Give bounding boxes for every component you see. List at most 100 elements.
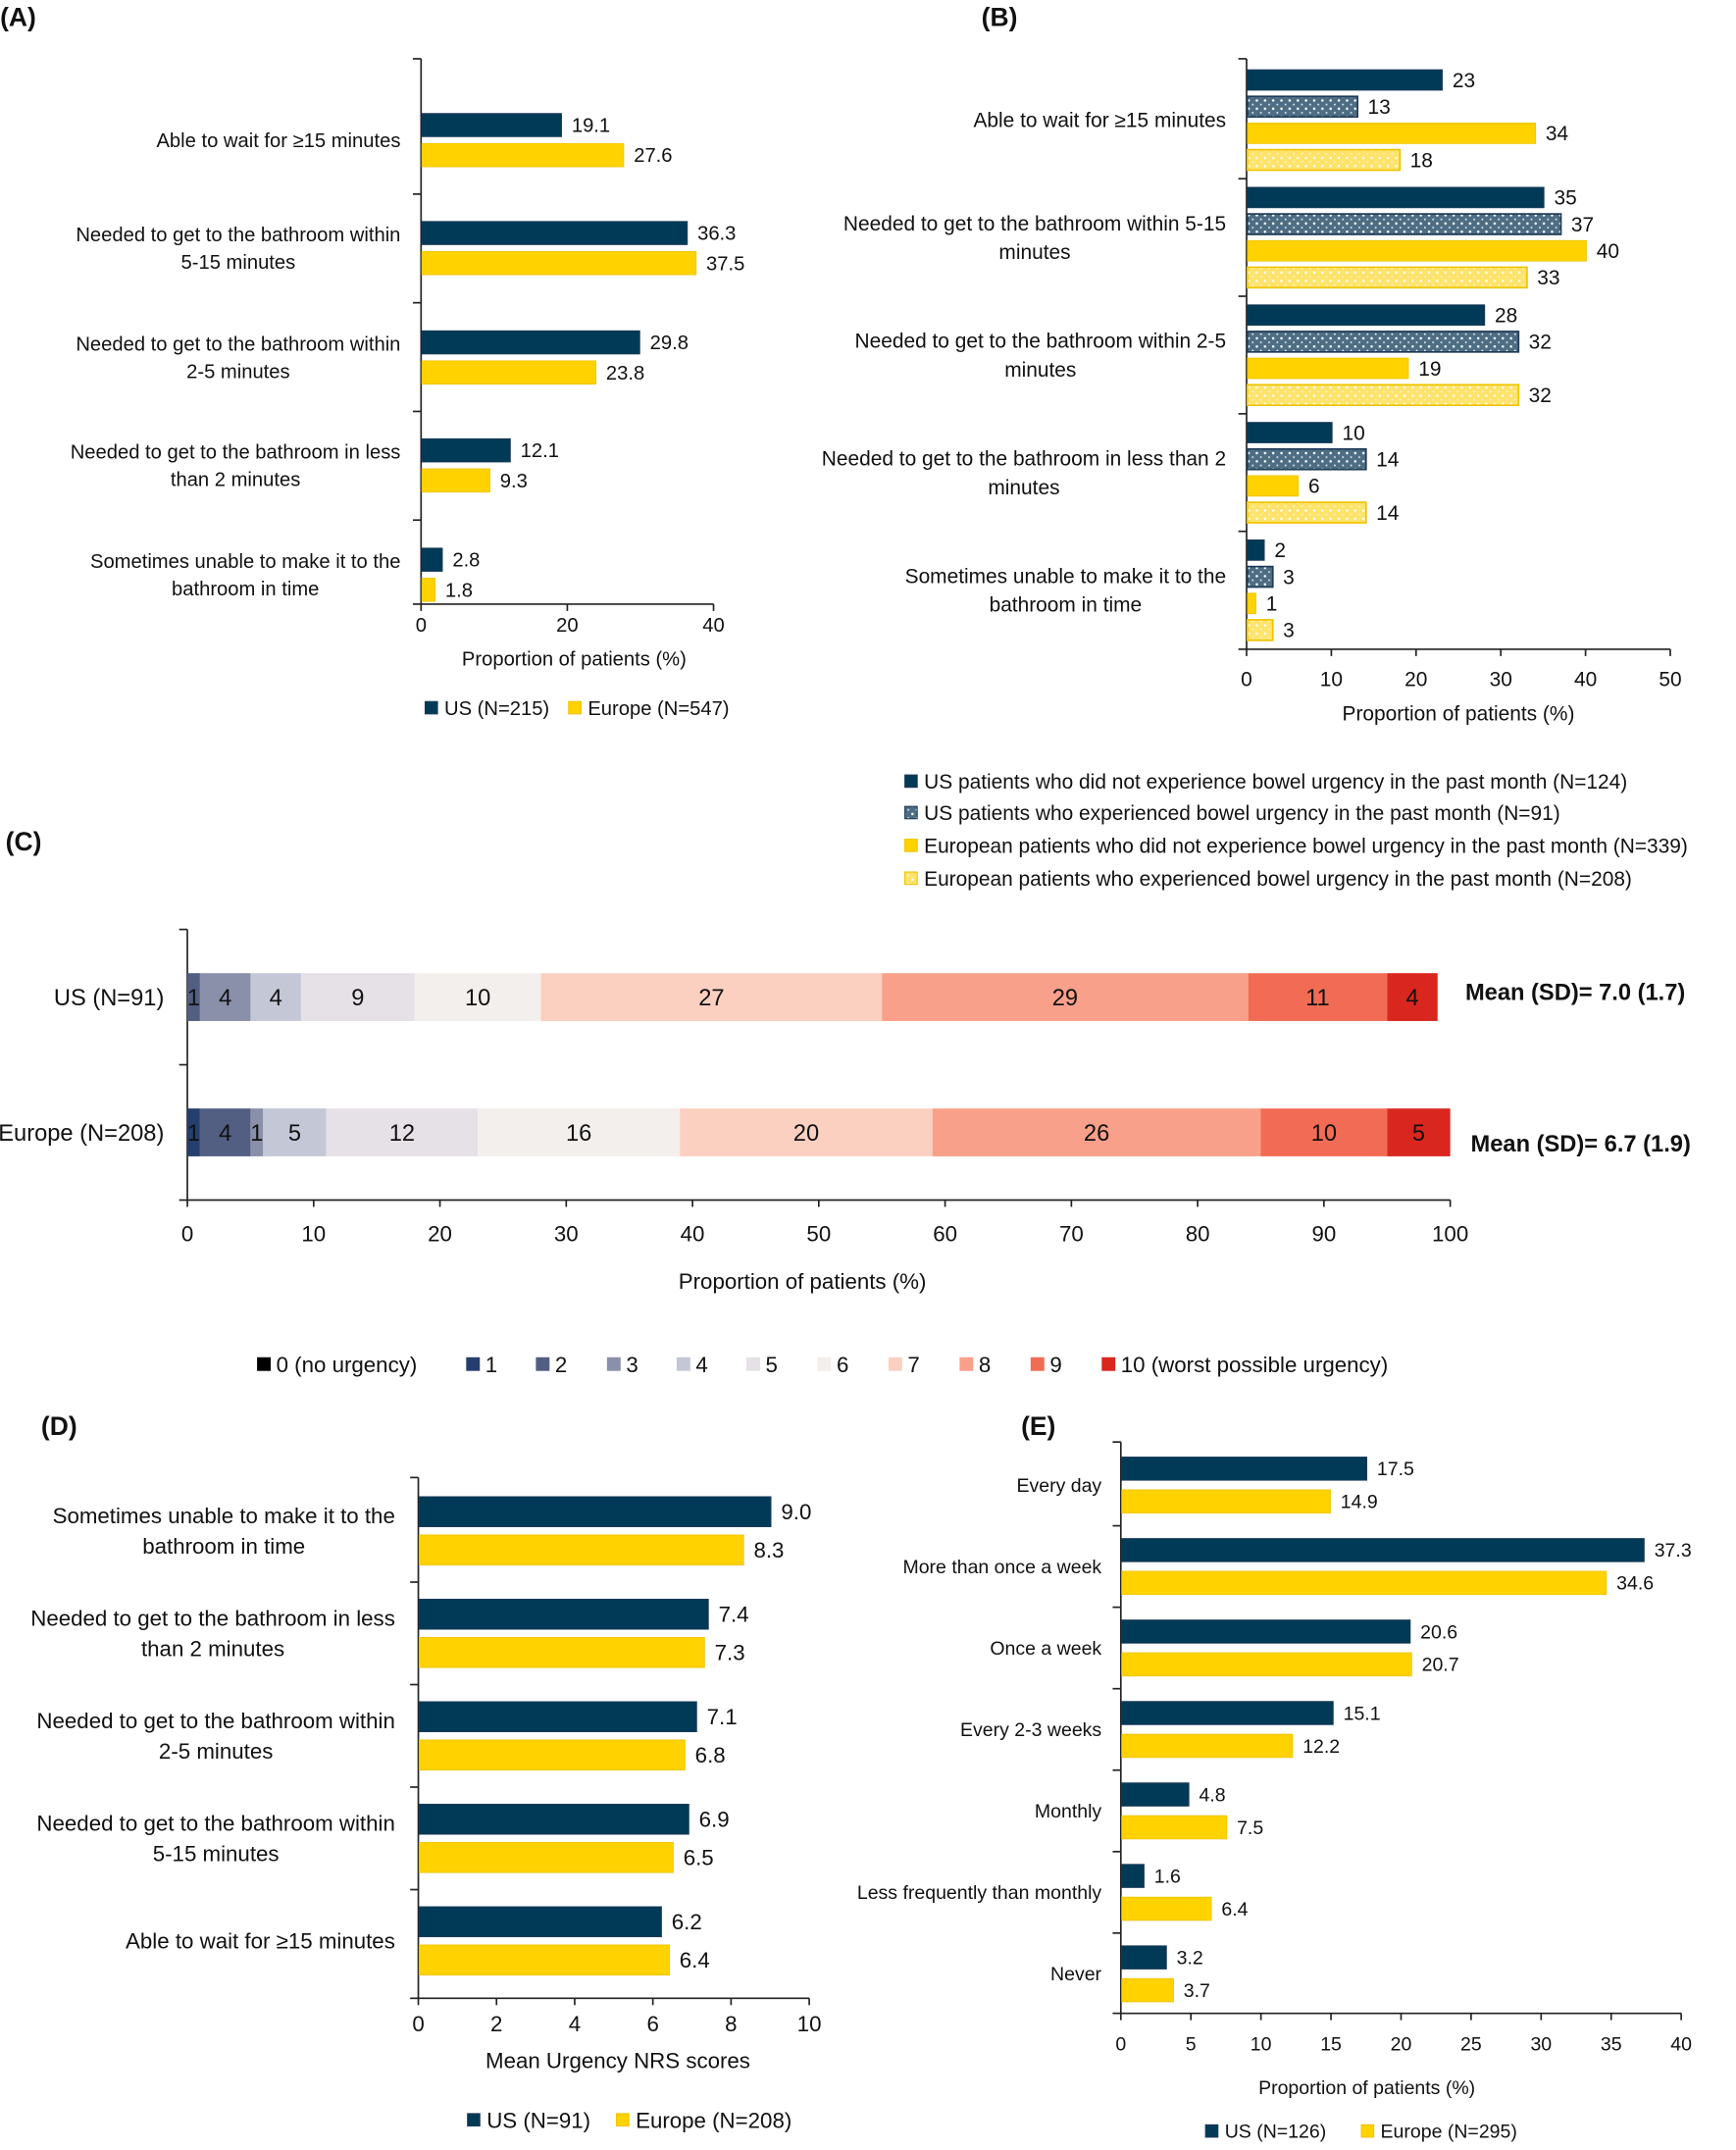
segment-label: 4 [219,1121,231,1147]
value-label: 23 [1453,70,1475,92]
category-label: Sometimes unable to make it to the bathro… [90,551,400,600]
legend-item: European patients who did not experience… [904,836,1688,858]
category-label-line: bathroom in time [172,579,319,600]
legend-item: European patients who experienced bowel … [904,868,1632,891]
value-label: 19 [1418,358,1441,381]
segment-label: 1 [187,986,200,1011]
value-label: 14.9 [1341,1492,1378,1513]
segment-label: 5 [1412,1121,1425,1147]
legend-swatch [959,1357,974,1371]
bar [1247,186,1545,209]
legend-item: US (N=126) [1204,2121,1326,2142]
legend-item: 4 [676,1353,708,1377]
bar [1247,213,1562,235]
value-label: 32 [1529,332,1552,354]
panel-label: (B) [982,2,1018,31]
legend-swatch [904,871,918,886]
segment-level-3 [250,1108,264,1156]
category-label: Needed to get to the bathroom within 2-5 … [76,333,400,383]
value-label: 14 [1376,502,1399,525]
category-label: Once a week [990,1638,1101,1660]
category-label-line: Needed to get to the bathroom within [76,225,400,246]
category-label: Sometimes unable to make it to the bathro… [53,1504,395,1559]
value-label: 23.8 [606,363,644,384]
category-label-line: bathroom in time [142,1534,305,1559]
value-label: 10 [1343,422,1365,444]
chart-panel-d: (D) 9.0 8.3 Sometimes unable to make it to … [30,1411,821,2133]
legend-label: 3 [626,1353,638,1377]
segment-label: 12 [389,1121,415,1147]
legend-swatch [467,2113,481,2127]
value-label: 4.8 [1200,1784,1226,1806]
category-label: Needed to get to the bathroom within 2-5 … [36,1709,394,1764]
category-label-line: bathroom in time [990,594,1143,617]
legend-label: 4 [695,1353,707,1377]
category-label-line: Never [1050,1964,1102,1985]
category-label-line: than 2 minutes [171,470,300,491]
segment-level-4 [250,973,301,1021]
bar [1121,1945,1167,1970]
value-label: 7.5 [1237,1817,1263,1839]
x-tick-label: 10 [1320,669,1343,691]
x-tick-label: 10 [301,1221,326,1246]
x-axis-label: Proportion of patients (%) [462,649,687,671]
x-tick-label: 40 [702,615,724,637]
x-tick-label: 10 [1251,2033,1272,2055]
panel-label: (E) [1021,1411,1055,1441]
legend-swatch [745,1357,760,1371]
legend-label: 8 [979,1353,991,1377]
legend-item: 7 [888,1353,920,1377]
bar [421,221,689,245]
segment-level-8 [882,973,1249,1021]
legend-swatch [536,1357,550,1371]
value-label: 27.6 [634,145,672,167]
legend-item: 8 [959,1353,991,1377]
legend-swatch [1360,2124,1375,2138]
value-label: 29.8 [650,333,689,354]
panel-label: (D) [41,1411,77,1441]
segment-level-6 [414,973,541,1021]
category-label-line: minutes [1004,359,1076,382]
segment-label: 10 [1311,1121,1337,1147]
legend-item: 9 [1030,1353,1062,1377]
bar [1247,565,1274,589]
segment-level-1 [187,1108,200,1156]
bar [1121,1652,1412,1677]
value-label: 7.1 [707,1705,738,1729]
bar [418,1534,744,1565]
x-tick-label: 8 [725,2012,737,2036]
bar [1247,304,1486,327]
x-tick-label: 20 [1391,2033,1412,2055]
x-tick-label: 40 [1574,669,1597,691]
value-label: 6.8 [695,1743,726,1767]
category-label: Needed to get to the bathroom in less tha… [71,441,401,490]
bar [418,1842,674,1873]
legend-item: Europe (N=295) [1360,2121,1517,2142]
legend-label: US (N=215) [444,698,549,720]
segment-label: 5 [288,1121,301,1147]
x-tick-label: 15 [1320,2033,1342,2055]
legend-item: US patients who experienced bowel urgenc… [904,802,1560,825]
x-tick-label: 5 [1186,2033,1197,2055]
x-tick-label: 70 [1059,1221,1084,1246]
value-label: 6.4 [680,1948,710,1972]
bar [1121,1896,1212,1921]
category-label-line: Monthly [1035,1801,1102,1822]
legend-label: 7 [907,1353,919,1377]
bar [1121,1733,1294,1759]
value-label: 34.6 [1616,1573,1654,1595]
x-tick-label: 0 [181,1221,193,1246]
segment-label: 16 [566,1121,591,1147]
segment-level-10 [1387,973,1438,1021]
segment-level-8 [932,1108,1261,1156]
category-label-line: minutes [988,477,1059,499]
value-label: 6.2 [672,1910,702,1934]
segment-label: 4 [270,986,282,1011]
bar [1121,1977,1174,2003]
legend-item: 10 (worst possible urgency) [1101,1353,1388,1377]
legend-label: Europe (N=208) [636,2109,791,2133]
value-label: 13 [1367,96,1390,119]
x-tick-label: 100 [1432,1221,1468,1246]
category-label-line: minutes [998,241,1070,264]
category-label: Every 2-3 weeks [960,1719,1101,1741]
